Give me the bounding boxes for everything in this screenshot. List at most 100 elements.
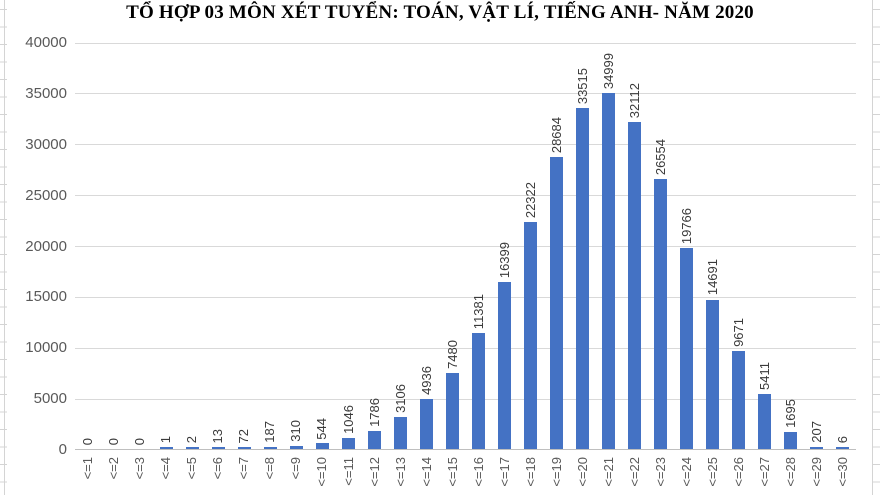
x-axis-tick-label: <=10 [314, 457, 330, 487]
bar [602, 92, 616, 449]
y-axis-tick-label: 40000 [25, 34, 67, 51]
x-axis-tick-label: <=12 [366, 457, 382, 487]
bar-slot: 32112 [622, 43, 648, 449]
bar [315, 443, 329, 449]
x-axis-tick: <=6 [205, 457, 231, 493]
bar-value-label: 310 [288, 420, 304, 442]
x-axis-tick-label: <=28 [783, 457, 799, 487]
bar-slot: 3106 [387, 43, 413, 449]
bar [289, 445, 303, 449]
x-axis-tick: <=21 [596, 457, 622, 493]
x-axis-tick-label: <=11 [340, 457, 356, 486]
bar-value-label: 9671 [731, 317, 747, 347]
bar-value-label: 14691 [704, 259, 720, 296]
bar-value-label: 72 [236, 428, 252, 443]
bar-slot: 2 [179, 43, 205, 449]
spreadsheet-column-line-left [4, 0, 5, 495]
bar-value-label: 3106 [392, 384, 408, 414]
y-axis-tick-label: 35000 [25, 84, 67, 102]
x-axis: <=1 <=2 <=3 <=4 <=5 <=6 <=7 <=8 <=9 <=10 <=11 <=12 <… [75, 457, 856, 493]
bar [654, 178, 668, 449]
gridline [75, 246, 856, 247]
y-axis-tick-label: 0 [58, 441, 67, 458]
bar [419, 398, 433, 449]
x-axis-tick-label: <=22 [626, 457, 642, 487]
bar-value-label: 544 [314, 417, 330, 440]
bar-value-label: 0 [80, 437, 96, 445]
chart-title: TỔ HỢP 03 MÔN XÉT TUYỂN: TOÁN, VẬT LÍ, T… [126, 2, 754, 23]
bar [445, 372, 459, 449]
bar [810, 446, 824, 449]
bar-value-label: 16399 [496, 241, 512, 279]
y-axis-tick-label: 5000 [33, 390, 67, 408]
bar [706, 299, 720, 449]
x-axis-tick: <=15 [439, 457, 465, 493]
x-axis-tick-label: <=21 [600, 457, 616, 487]
bar [524, 221, 538, 449]
x-axis-tick: <=12 [361, 457, 387, 493]
spreadsheet-column-line-right [872, 0, 873, 495]
x-axis-tick-label: <=8 [262, 457, 278, 480]
bar-value-label: 11381 [470, 294, 486, 330]
x-axis-tick-label: <=9 [288, 457, 304, 480]
x-axis-tick: <=8 [257, 457, 283, 493]
x-axis-tick-label: <=16 [470, 457, 486, 487]
x-axis-tick-label: <=26 [731, 457, 747, 487]
bar-value-label: 5411 [757, 361, 773, 390]
x-axis-tick: <=13 [387, 457, 413, 493]
bar-slot: 33515 [570, 43, 596, 449]
bar-slot: 544 [309, 43, 335, 449]
bar-value-label: 1046 [340, 405, 356, 435]
bar-value-label: 32112 [626, 83, 642, 119]
bar-value-label: 7480 [444, 339, 460, 369]
bar-value-label: 22322 [522, 181, 538, 218]
bar-slot: 19766 [674, 43, 700, 449]
bar-slot: 0 [101, 43, 127, 449]
x-axis-tick-label: <=1 [80, 457, 96, 480]
bar-value-label: 19766 [678, 207, 694, 244]
x-axis-tick: <=24 [674, 457, 700, 493]
bar-slot: 1786 [361, 43, 387, 449]
gridline [75, 144, 856, 146]
bar-slot: 16399 [492, 43, 518, 449]
bar-slot: 9671 [726, 43, 752, 449]
x-axis-tick-label: <=24 [678, 457, 694, 487]
bar-value-label: 6 [835, 435, 851, 443]
x-axis-tick-label: <=23 [652, 457, 668, 487]
x-axis-tick: <=16 [466, 457, 492, 493]
bar-slot: 4936 [413, 43, 439, 449]
bar-value-label: 0 [132, 437, 148, 445]
x-axis-tick: <=14 [413, 457, 439, 493]
x-axis-tick: <=10 [309, 457, 335, 493]
bar-value-label: 4936 [418, 365, 434, 395]
x-axis-tick-label: <=6 [210, 457, 226, 480]
x-axis-tick-label: <=19 [548, 457, 564, 487]
x-axis-tick-label: <=3 [132, 457, 148, 480]
x-axis-tick: <=27 [752, 457, 778, 493]
bar [341, 438, 355, 449]
bar-value-label: 1786 [366, 397, 382, 427]
bar-slot: 310 [283, 43, 309, 449]
bar-value-label: 1695 [783, 398, 799, 428]
x-axis-tick-label: <=14 [418, 457, 434, 487]
y-axis-tick-label: 30000 [25, 135, 67, 153]
bar [758, 393, 772, 449]
x-axis-tick: <=7 [231, 457, 257, 493]
x-axis-tick-label: <=20 [574, 457, 590, 487]
bar [367, 430, 381, 449]
x-axis-tick-label: <=2 [106, 457, 122, 480]
bar-slot: 1695 [778, 43, 804, 449]
bar-value-label: 13 [210, 428, 226, 443]
x-axis-tick-label: <=5 [184, 457, 200, 480]
plot-area: 0 0 0 1 2 13 72 187 310 544 1046 1786 3106 4936 7480 11… [75, 42, 856, 450]
y-axis-tick-label: 25000 [25, 186, 67, 204]
bar [732, 350, 746, 449]
x-axis-tick-label: <=18 [522, 457, 538, 487]
bar-value-label: 207 [809, 421, 825, 443]
bar-slot: 34999 [596, 43, 622, 449]
bar-slot: 0 [75, 43, 101, 449]
bar-slot: 11381 [466, 43, 492, 449]
bar-slot: 187 [257, 43, 283, 449]
x-axis-tick: <=22 [622, 457, 648, 493]
bar [550, 157, 564, 449]
